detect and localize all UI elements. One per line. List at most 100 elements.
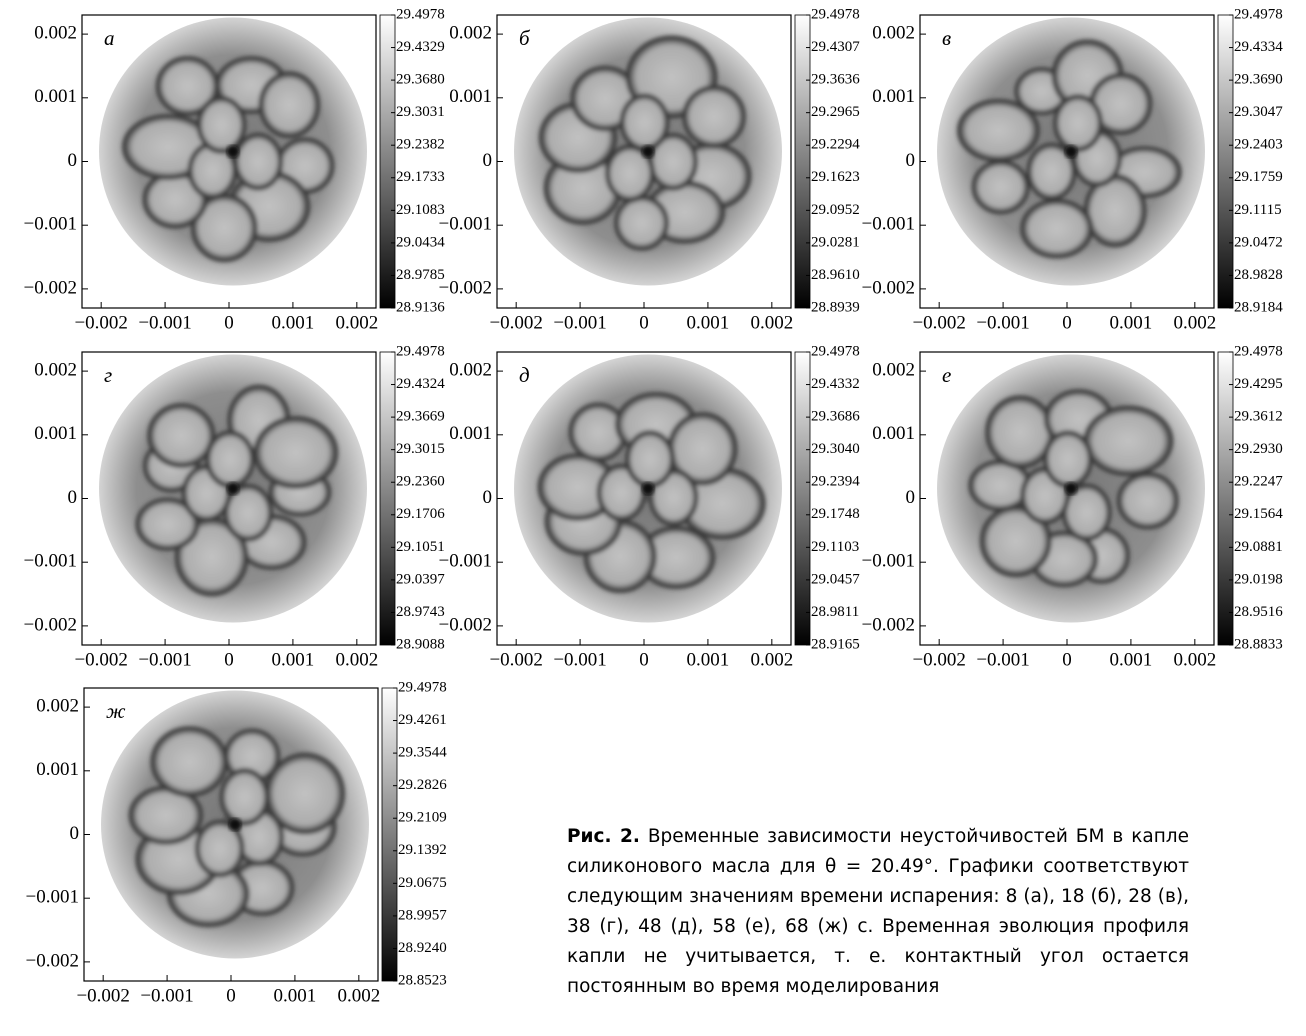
panel: −0.002−0.00100.0010.002−0.002−0.00100.00… [862,343,1284,670]
droplet-center [1065,483,1077,495]
colorbar-tick-label: 29.4978 [811,6,860,22]
colorbar-tick-label: 28.9785 [396,267,445,283]
colorbar-tick-label: 28.9184 [1234,299,1283,315]
colorbar [1218,15,1233,308]
y-tick-label: −0.001 [439,214,492,235]
colorbar-tick-label: 29.4307 [811,39,860,55]
x-tick-label: 0.002 [750,649,793,670]
x-tick-label: 0.002 [1173,649,1216,670]
colorbar-tick-label: 29.4978 [396,343,445,359]
y-tick-label: 0.002 [34,22,77,43]
y-tick-label: −0.001 [862,551,915,572]
colorbar-tick-label: 28.9743 [396,604,445,620]
x-tick-label: −0.002 [912,649,965,670]
colorbar-tick-label: 29.0397 [396,571,445,587]
panel-label: ж [106,699,126,723]
colorbar-tick-label: 29.1115 [1234,202,1282,218]
droplet-center [642,483,654,495]
droplet-cell [255,418,336,486]
y-tick-label: 0 [68,487,78,508]
y-tick-label: 0.002 [449,22,492,43]
x-tick-label: 0 [224,649,234,670]
y-tick-label: 0.002 [449,359,492,380]
colorbar-tick-label: 29.1748 [811,506,860,522]
colorbar-tick-label: 29.4334 [1234,39,1283,55]
colorbar-tick-label: 29.1564 [1234,506,1283,522]
x-tick-label: 0.001 [1110,312,1153,333]
x-tick-label: −0.001 [138,649,191,670]
panel: −0.002−0.00100.0010.002−0.002−0.00100.00… [862,6,1284,333]
colorbar-tick-label: 28.9516 [1234,604,1283,620]
x-tick-label: −0.001 [553,312,606,333]
y-tick-label: −0.002 [26,950,79,971]
colorbar [382,688,397,981]
colorbar-tick-label: 29.3031 [396,104,445,120]
colorbar-tick-label: 29.3686 [811,409,860,425]
colorbar-tick-label: 28.8833 [1234,636,1283,652]
colorbar-tick-label: 29.3612 [1234,409,1283,425]
droplet-cell [1055,96,1101,150]
colorbar-tick-label: 28.9240 [398,940,447,956]
y-tick-label: 0.001 [449,423,492,444]
colorbar-tick-label: 28.9088 [396,636,445,652]
colorbar-tick-label: 29.1706 [396,506,445,522]
panel-label: д [519,363,530,387]
colorbar [380,15,395,308]
x-tick-label: −0.002 [489,649,542,670]
y-tick-label: 0.001 [872,423,915,444]
droplet-center [227,146,239,158]
colorbar-tick-label: 29.2360 [396,474,445,490]
colorbar-tick-label: 29.3669 [396,409,445,425]
y-tick-label: 0 [906,487,916,508]
y-tick-label: 0.001 [449,86,492,107]
droplet-cell [153,728,227,795]
panel-label: б [519,26,531,50]
y-tick-label: −0.001 [439,551,492,572]
colorbar-tick-label: 29.3040 [811,441,860,457]
panel: −0.002−0.00100.0010.002−0.002−0.00100.00… [26,679,448,1006]
droplet-cell [627,432,673,486]
y-tick-label: 0.002 [34,359,77,380]
droplet-center [642,146,654,158]
colorbar-tick-label: 29.3544 [398,745,447,761]
y-tick-label: −0.001 [26,887,79,908]
droplet-cell [1022,201,1091,256]
colorbar-tick-label: 28.8939 [811,299,860,315]
droplet-cell [199,98,245,152]
colorbar-tick-label: 29.1103 [811,539,859,555]
y-tick-label: 0 [70,823,80,844]
y-tick-label: −0.002 [24,614,77,635]
caption: Рис. 2. Временные зависимости неустойчив… [567,822,1189,1002]
droplet-cell [222,770,268,824]
caption-label: Рис. 2. [567,826,640,847]
droplet-cell [622,95,668,149]
x-tick-label: 0.001 [272,649,315,670]
colorbar-tick-label: 29.1759 [1234,169,1283,185]
y-tick-label: 0.001 [34,423,77,444]
colorbar-tick-label: 29.4978 [1234,6,1283,22]
colorbar-tick-label: 29.2382 [396,137,445,153]
colorbar-tick-label: 29.2294 [811,137,860,153]
x-tick-label: 0 [1062,312,1072,333]
x-tick-label: 0.002 [335,649,378,670]
panel: −0.002−0.00100.0010.002−0.002−0.00100.00… [439,343,861,670]
x-tick-label: −0.002 [74,649,127,670]
y-tick-label: 0.001 [872,86,915,107]
x-tick-label: 0.002 [1173,312,1216,333]
colorbar-tick-label: 29.2403 [1234,137,1283,153]
droplet-cell [684,87,743,146]
colorbar-tick-label: 29.2965 [811,104,860,120]
y-tick-label: 0.001 [36,759,79,780]
droplet-cell [616,197,667,248]
colorbar-tick-label: 28.9811 [811,604,859,620]
colorbar-tick-label: 29.3680 [396,72,445,88]
droplet-cell [207,432,253,486]
y-tick-label: 0 [906,150,916,171]
x-tick-label: −0.001 [140,985,193,1006]
y-tick-label: −0.001 [24,214,77,235]
colorbar-tick-label: 29.3015 [396,441,445,457]
colorbar-tick-label: 28.9165 [811,636,860,652]
colorbar-tick-label: 29.0198 [1234,571,1283,587]
x-tick-label: 0.001 [272,312,315,333]
